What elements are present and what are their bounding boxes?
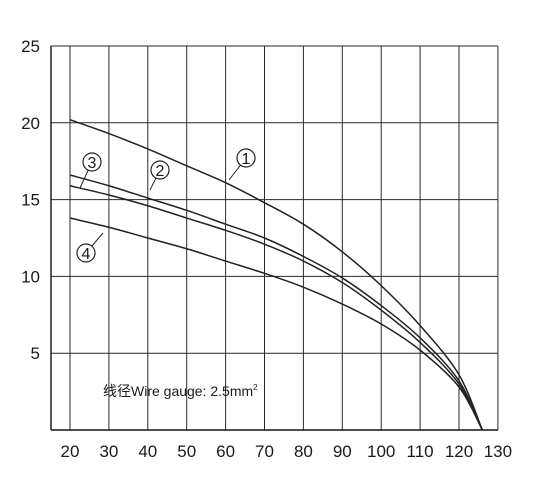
grid bbox=[51, 45, 499, 430]
series-marker-2: 2 bbox=[149, 160, 170, 191]
series-line-2 bbox=[69, 174, 484, 431]
x-tick-label: 30 bbox=[99, 442, 118, 461]
x-tick-label: 70 bbox=[255, 442, 274, 461]
y-tick-label: 10 bbox=[21, 267, 40, 286]
marker-label-2: 2 bbox=[156, 163, 165, 180]
x-tick-label: 120 bbox=[445, 442, 473, 461]
x-tick-label: 130 bbox=[484, 442, 512, 461]
series-marker-3: 3 bbox=[79, 152, 102, 189]
marker-circle-2 bbox=[150, 160, 170, 180]
series-marker-4: 4 bbox=[76, 232, 104, 263]
y-tick-label: 5 bbox=[31, 344, 40, 363]
series-line-4 bbox=[69, 217, 483, 431]
y-tick-label: 15 bbox=[21, 191, 40, 210]
x-tick-label: 100 bbox=[367, 442, 395, 461]
series-lines bbox=[69, 119, 484, 431]
x-tick-label: 60 bbox=[216, 442, 235, 461]
tick-labels: 20 30 40 50 60 70 80 90 100 110 120 130 5 10 15 20 25 bbox=[21, 37, 512, 461]
x-tick-label: 50 bbox=[177, 442, 196, 461]
marker-circle-1 bbox=[236, 148, 256, 168]
marker-label-4: 4 bbox=[82, 246, 91, 263]
series-markers: 1 2 3 4 bbox=[76, 148, 256, 263]
x-tick-label: 20 bbox=[61, 442, 80, 461]
x-tick-label: 110 bbox=[407, 442, 434, 461]
marker-circle-3 bbox=[82, 152, 102, 172]
series-line-1 bbox=[69, 119, 484, 431]
y-tick-label: 25 bbox=[21, 37, 40, 56]
series-marker-1: 1 bbox=[228, 148, 256, 181]
x-tick-label: 40 bbox=[138, 442, 157, 461]
y-tick-label: 20 bbox=[21, 114, 40, 133]
marker-label-3: 3 bbox=[88, 155, 97, 172]
series-line-3 bbox=[69, 185, 484, 431]
wire-gauge-annotation: 线径Wire gauge: 2.5mm2 bbox=[103, 383, 258, 399]
wire-gauge-superscript: 2 bbox=[253, 383, 258, 392]
x-tick-label: 90 bbox=[333, 442, 352, 461]
marker-label-1: 1 bbox=[242, 151, 251, 168]
marker-circle-4 bbox=[76, 243, 96, 263]
wire-gauge-text: 线径Wire gauge: 2.5mm bbox=[103, 383, 253, 399]
axes bbox=[50, 46, 498, 431]
x-tick-label: 80 bbox=[294, 442, 313, 461]
